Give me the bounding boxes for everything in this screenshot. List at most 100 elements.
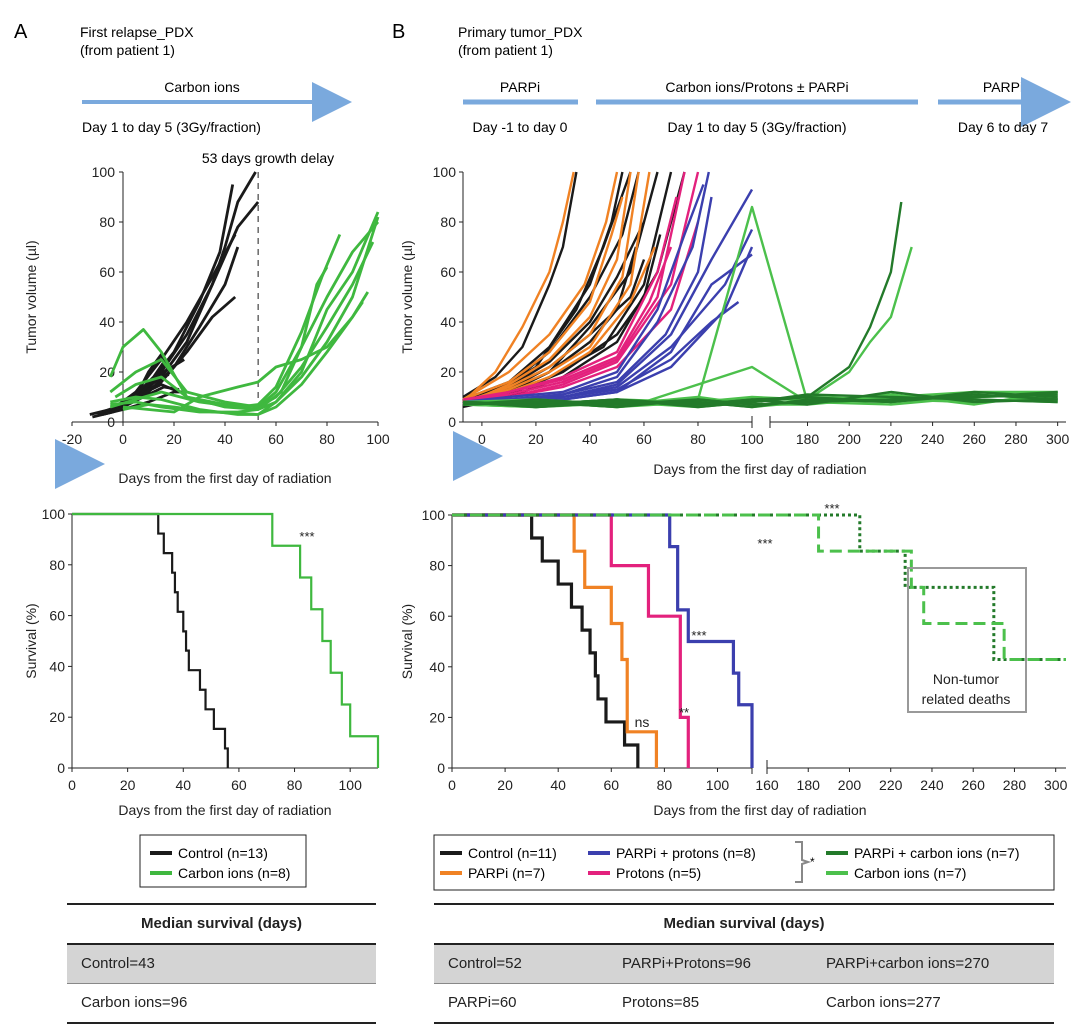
table-row: PARPi=60 Protons=85 Carbon ions=277	[434, 984, 1054, 1024]
legend-b-label-control: Control (n=11)	[468, 845, 557, 861]
y-axis-label: Survival (%)	[23, 603, 39, 678]
series-line	[462, 196, 624, 401]
legend-b-box	[433, 834, 1055, 891]
series-line	[102, 184, 235, 414]
significance-label: ***	[824, 501, 839, 516]
x-axis-label: Days from the first day of radiation	[118, 470, 331, 486]
table-cell: PARPi=60	[448, 994, 517, 1011]
series-line	[114, 233, 237, 409]
survival-curve	[452, 513, 754, 768]
chart-a-survival: 0 20 40 60 80 100 Survival (%) 0 20 40 60 80 100 Days…	[23, 506, 380, 818]
legend-b-label-parpi-carbon: PARPi + carbon ions (n=7)	[854, 845, 1020, 861]
x-axis-label: Days from the first day of radiation	[653, 461, 866, 477]
x-tick-label: 280	[1003, 777, 1027, 793]
survival-curve	[72, 512, 229, 768]
table-cell: PARPi+Protons=96	[622, 955, 751, 972]
median-table-b: Median survival (days) Control=52 PARPi+…	[434, 903, 1054, 1024]
significance-label: ***	[299, 529, 314, 544]
y-tick-label: 80	[49, 557, 65, 573]
x-tick-label: 100	[740, 431, 764, 447]
y-tick-label: 20	[49, 709, 65, 725]
x-tick-label: 80	[657, 777, 673, 793]
series-line	[462, 390, 1058, 409]
x-tick-label: 60	[636, 431, 652, 447]
series-line	[462, 171, 575, 403]
series-line	[109, 201, 260, 414]
legend-a-box	[139, 834, 307, 888]
survival-curve	[452, 513, 690, 768]
x-axis-label: Days from the first day of radiation	[653, 802, 866, 818]
y-tick-label: 0	[107, 414, 115, 430]
panel-a-treatment-label: Carbon ions	[164, 79, 240, 95]
panel-b-treatment-2-schedule: Day 1 to day 5 (3Gy/fraction)	[668, 119, 847, 135]
panel-b-treatment-1-schedule: Day -1 to day 0	[473, 119, 568, 135]
panel-b-letter: B	[392, 21, 405, 43]
y-tick-label: 100	[42, 506, 66, 522]
table-row: Control=43	[67, 945, 376, 984]
x-tick-label: 260	[962, 777, 986, 793]
series-line	[462, 171, 640, 404]
table-row: Control=52 PARPi+Protons=96 PARPi+carbon…	[434, 945, 1054, 984]
x-tick-label: 0	[119, 431, 127, 447]
x-tick-label: 240	[920, 777, 944, 793]
y-axis-label: Tumor volume (µl)	[399, 240, 415, 353]
panel-a-title: First relapse_PDX	[80, 24, 194, 40]
panel-a-subtitle: (from patient 1)	[80, 42, 175, 58]
y-tick-label: 60	[440, 264, 456, 280]
table-cell: Control=52	[448, 955, 522, 972]
median-table-a-header: Median survival (days)	[67, 903, 376, 945]
legend-b-star: *	[810, 855, 815, 869]
x-tick-label: -20	[62, 431, 82, 447]
y-tick-label: 80	[99, 214, 115, 230]
y-tick-label: 0	[448, 414, 456, 430]
y-tick-label: 20	[440, 364, 456, 380]
x-tick-label: 20	[120, 777, 136, 793]
y-axis-label: Survival (%)	[399, 604, 415, 679]
x-tick-label: 200	[838, 777, 862, 793]
ns-label: ns	[635, 714, 650, 730]
legend-b-label-protons: Protons (n=5)	[616, 865, 701, 881]
x-tick-label: 180	[796, 431, 820, 447]
y-tick-label: 100	[422, 507, 446, 523]
x-tick-label: 80	[690, 431, 706, 447]
x-tick-label: 20	[166, 431, 182, 447]
x-tick-label: 260	[963, 431, 987, 447]
series-line	[462, 246, 673, 401]
y-axis-label: Tumor volume (µl)	[23, 240, 39, 353]
significance-label: ***	[757, 536, 772, 551]
series-line	[462, 393, 1058, 409]
x-tick-label: 60	[604, 777, 620, 793]
table-cell: PARPi+carbon ions=270	[826, 955, 990, 972]
series-line	[109, 211, 380, 411]
chart-b-survival: 0 20 40 60 80 100 0 20 40 60 80 100 160 180 200 220 240 2…	[399, 501, 1068, 818]
panel-b-treatment-3-schedule: Day 6 to day 7	[958, 119, 1048, 135]
significance-label: **	[679, 705, 689, 720]
table-cell: Carbon ions=277	[826, 994, 941, 1011]
survival-curve	[452, 513, 1066, 661]
x-tick-label: 300	[1044, 777, 1068, 793]
x-tick-label: 280	[1004, 431, 1028, 447]
x-axis-label: Days from the first day of radiation	[118, 802, 331, 818]
panel-b-treatment-2-label: Carbon ions/Protons ± PARPi	[665, 79, 848, 95]
x-tick-label: 100	[339, 777, 363, 793]
x-tick-label: 40	[217, 431, 233, 447]
x-tick-label: 220	[879, 777, 903, 793]
series-line	[110, 266, 329, 414]
legend-a-label-carbon: Carbon ions (n=8)	[178, 865, 290, 881]
series-line	[462, 171, 651, 404]
non-tumor-label: related deaths	[922, 691, 1011, 707]
legend-b-label-parpi-protons: PARPi + protons (n=8)	[616, 845, 756, 861]
growth-delay-annotation: 53 days growth delay	[202, 150, 334, 166]
panel-b-title: Primary tumor_PDX	[458, 24, 583, 40]
table-cell: Control=43	[81, 955, 155, 972]
non-tumor-box	[907, 567, 1027, 713]
survival-curve	[452, 513, 659, 768]
y-tick-label: 40	[49, 658, 65, 674]
series-line	[462, 171, 686, 404]
y-tick-label: 40	[99, 314, 115, 330]
panel-b-subtitle: (from patient 1)	[458, 42, 553, 58]
y-tick-label: 40	[440, 314, 456, 330]
legend-a-label-control: Control (n=13)	[178, 845, 268, 861]
